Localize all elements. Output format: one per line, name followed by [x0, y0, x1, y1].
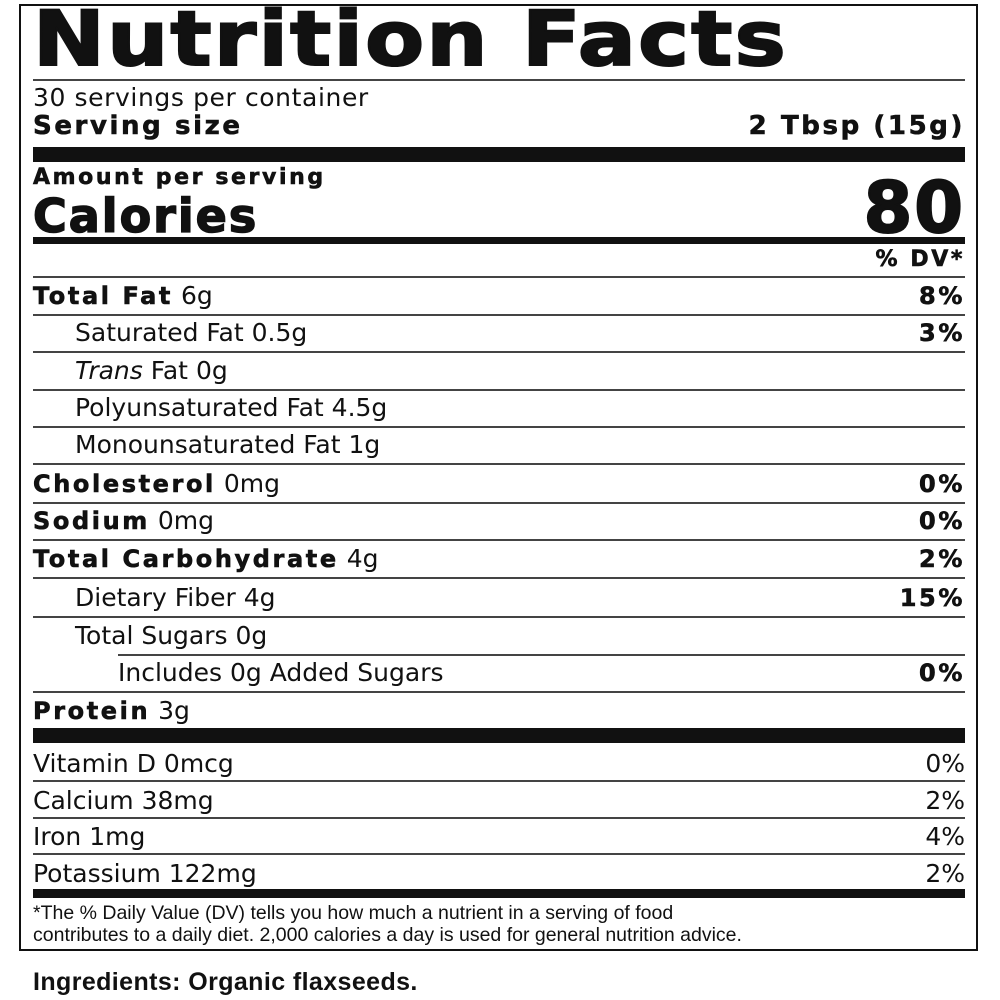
- nutrient-dv: 0%: [919, 470, 965, 499]
- divider: [33, 577, 965, 579]
- thick-divider: [33, 728, 965, 743]
- divider: [33, 463, 965, 465]
- nutrient-row: Total Sugars 0g: [33, 621, 965, 651]
- divider: [33, 276, 965, 278]
- divider: [33, 780, 965, 782]
- nutrient-row: Trans Fat 0g: [33, 356, 965, 386]
- divider: [118, 654, 965, 656]
- nutrient-label: Includes 0g Added Sugars: [118, 658, 444, 687]
- nutrient-row: Includes 0g Added Sugars 0%: [33, 658, 965, 688]
- nutrient-label-suffix: Fat: [150, 356, 188, 385]
- nutrient-row: Protein 3g: [33, 696, 965, 726]
- panel-title: Nutrition Facts: [32, 0, 788, 84]
- nutrient-row: Monounsaturated Fat 1g: [33, 430, 965, 460]
- nutrient-amount: 0mg: [157, 506, 214, 535]
- nutrient-dv: 2%: [919, 545, 965, 574]
- vitamin-dv: 2%: [925, 786, 965, 815]
- nutrient-label: Cholesterol: [33, 470, 216, 499]
- nutrient-label: Protein: [33, 697, 151, 726]
- nutrient-amount: 0.5g: [251, 318, 308, 347]
- vitamin-row: Calcium 38mg 2%: [33, 786, 965, 816]
- nutrient-label: Polyunsaturated Fat: [75, 393, 324, 422]
- vitamin-dv: 4%: [925, 822, 965, 851]
- nutrient-label: Trans: [75, 356, 143, 385]
- footnote-line-1: *The % Daily Value (DV) tells you how mu…: [33, 902, 674, 924]
- nutrient-amount: 0g: [235, 621, 268, 650]
- nutrient-amount: 0g: [195, 356, 228, 385]
- divider: [33, 616, 965, 618]
- divider: [33, 853, 965, 855]
- ingredients-label: Ingredients:: [33, 968, 181, 996]
- nutrient-row: Saturated Fat 0.5g 3%: [33, 318, 965, 348]
- serving-size-value: 2 Tbsp (15g): [748, 111, 965, 142]
- nutrient-dv: 0%: [919, 507, 965, 536]
- nutrient-amount: 4g: [243, 583, 276, 612]
- ingredients-value: Organic flaxseeds.: [188, 968, 418, 996]
- vitamin-label: Potassium: [33, 859, 161, 888]
- amount-per-serving: Amount per serving: [33, 165, 326, 191]
- vitamin-row: Potassium 122mg 2%: [33, 859, 965, 889]
- dv-header: % DV*: [875, 247, 965, 273]
- divider: [33, 351, 965, 353]
- nutrient-row: Cholesterol 0mg 0%: [33, 469, 965, 499]
- vitamin-label: Iron: [33, 822, 82, 851]
- vitamin-label: Calcium: [33, 786, 134, 815]
- nutrient-label: Saturated Fat: [75, 318, 244, 347]
- divider: [33, 539, 965, 541]
- nutrient-amount: 1g: [348, 430, 381, 459]
- nutrient-label: Monounsaturated Fat: [75, 430, 341, 459]
- vitamin-amount: 122mg: [168, 859, 257, 888]
- nutrient-label: Total Fat: [33, 282, 173, 311]
- nutrient-amount: 6g: [180, 281, 213, 310]
- nutrition-facts-panel: [19, 4, 978, 951]
- vitamin-row: Vitamin D 0mcg 0%: [33, 749, 965, 779]
- vitamin-row: Iron 1mg 4%: [33, 822, 965, 852]
- nutrient-amount: 0mg: [223, 469, 280, 498]
- nutrient-label: Sodium: [33, 507, 150, 536]
- nutrient-row: Dietary Fiber 4g 15%: [33, 583, 965, 613]
- serving-size-label: Serving size: [33, 111, 243, 142]
- nutrient-dv: 8%: [919, 282, 965, 311]
- divider: [33, 79, 965, 81]
- nutrient-amount: 3g: [158, 696, 190, 725]
- medium-divider: [33, 889, 965, 898]
- calories-label: Calories: [32, 188, 259, 244]
- vitamin-amount: 0mcg: [163, 749, 234, 778]
- nutrient-label: Total Carbohydrate: [33, 545, 339, 574]
- nutrient-row: Polyunsaturated Fat 4.5g: [33, 393, 965, 423]
- vitamin-amount: 1mg: [89, 822, 146, 851]
- nutrient-row: Total Carbohydrate 4g 2%: [33, 544, 965, 574]
- divider: [33, 314, 965, 316]
- nutrient-amount: 4.5g: [331, 393, 388, 422]
- vitamin-amount: 38mg: [141, 786, 214, 815]
- divider: [33, 817, 965, 819]
- vitamin-dv: 0%: [925, 749, 965, 778]
- vitamin-label: Vitamin D: [33, 749, 156, 778]
- nutrient-amount: 4g: [346, 544, 379, 573]
- nutrient-label: Dietary Fiber: [75, 583, 236, 612]
- servings-per-container: 30 servings per container: [33, 83, 369, 112]
- vitamin-dv: 2%: [925, 859, 965, 888]
- nutrient-dv: 15%: [899, 584, 965, 613]
- divider: [33, 426, 965, 428]
- ingredients: Ingredients: Organic flaxseeds.: [33, 968, 418, 997]
- thick-divider: [33, 147, 965, 162]
- nutrient-row: Sodium 0mg 0%: [33, 506, 965, 536]
- divider: [33, 691, 965, 693]
- divider: [33, 389, 965, 391]
- nutrient-row: Total Fat 6g 8%: [33, 281, 965, 311]
- calories-value: 80: [863, 167, 965, 249]
- divider: [33, 502, 965, 504]
- nutrient-dv: 3%: [919, 319, 965, 348]
- nutrient-label: Total Sugars: [75, 621, 228, 650]
- nutrient-dv: 0%: [919, 659, 965, 688]
- footnote-line-2: contributes to a daily diet. 2,000 calor…: [33, 924, 742, 946]
- medium-divider: [33, 237, 965, 244]
